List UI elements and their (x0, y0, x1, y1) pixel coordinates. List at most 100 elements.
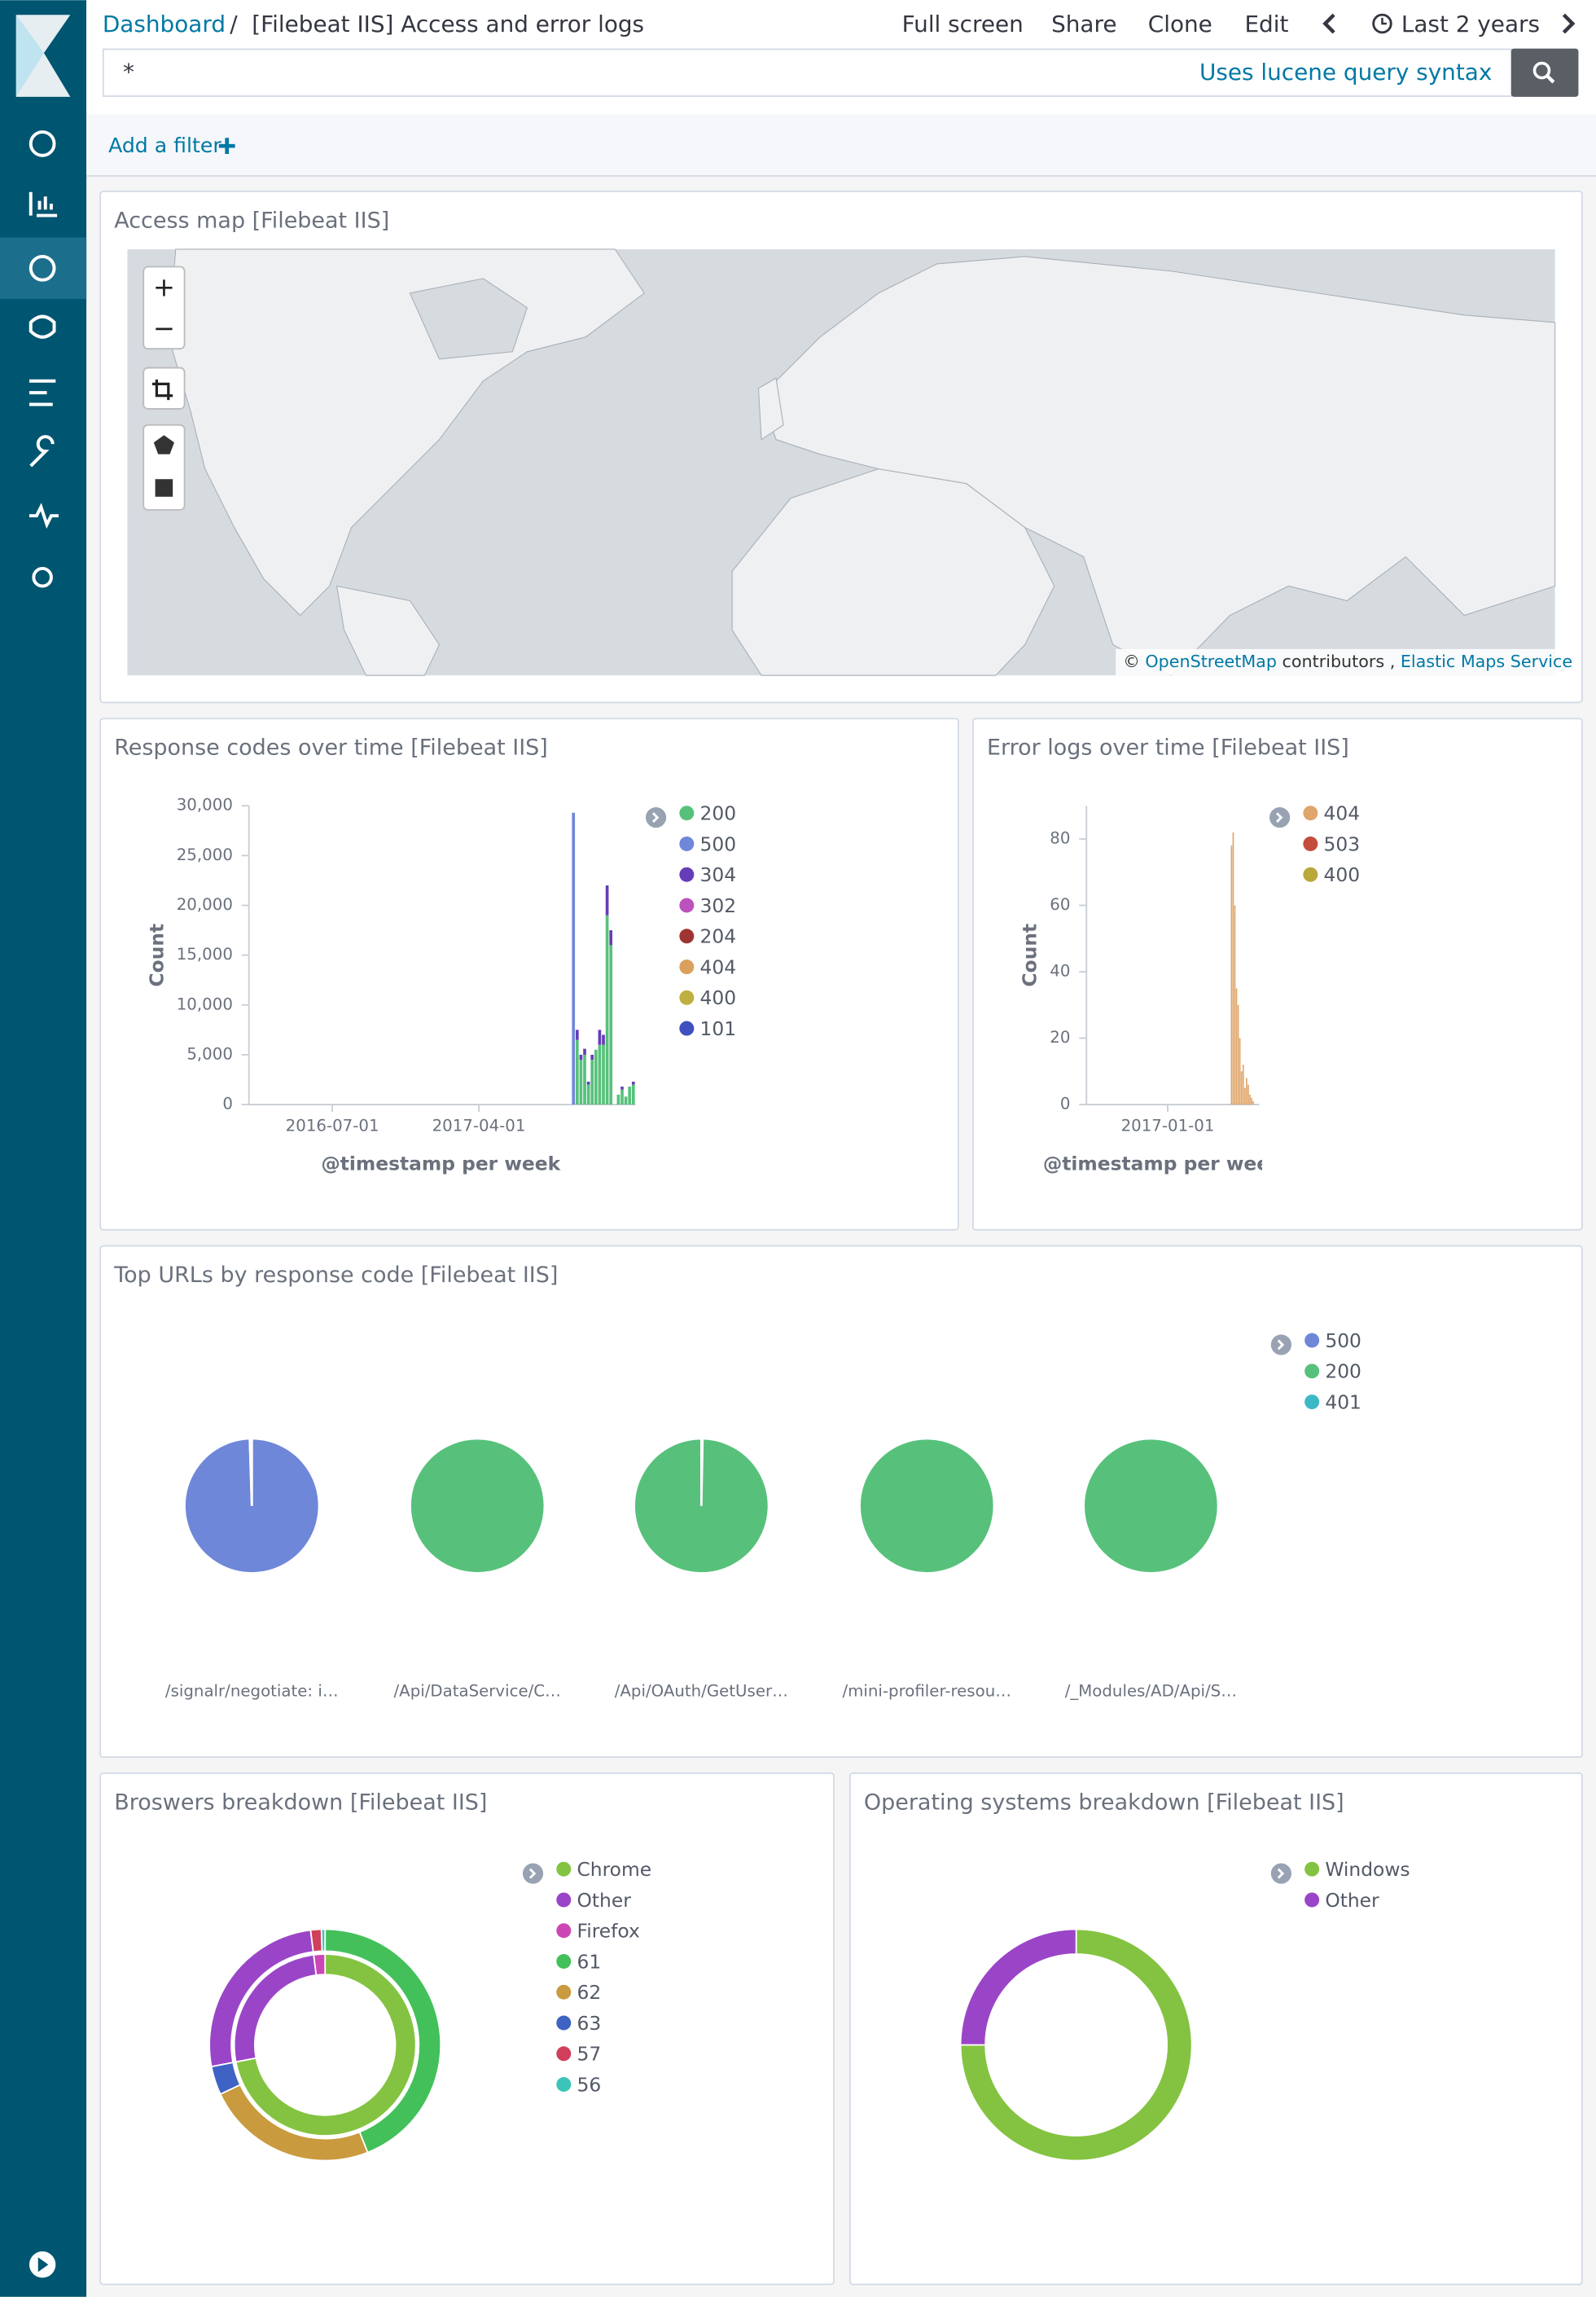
bar (586, 1081, 590, 1085)
add-filter-icon (218, 138, 235, 155)
bar (583, 1048, 586, 1055)
edit[interactable]: Edit (1244, 11, 1288, 37)
bar (628, 1087, 632, 1105)
query-input[interactable] (102, 48, 1513, 97)
slice (313, 1953, 327, 1976)
legend-swatch (679, 1021, 695, 1036)
nav-timelion[interactable] (28, 314, 56, 339)
share[interactable]: Share (1051, 11, 1116, 37)
legend-label[interactable]: 503 (1324, 832, 1361, 855)
panel-title: Response codes over time [Filebeat IIS] (114, 736, 548, 761)
legend-label[interactable]: 101 (700, 1017, 737, 1040)
slice (409, 1437, 546, 1575)
legend-swatch (556, 2077, 572, 2093)
panel-browsers (99, 1772, 835, 2286)
africa (731, 468, 1055, 676)
y-tick-label: 15,000 (177, 945, 233, 964)
legend-swatch (1303, 836, 1318, 851)
legend-label[interactable]: 302 (700, 894, 737, 917)
filter-bar (86, 114, 1596, 177)
fit-bounds[interactable] (142, 367, 186, 410)
breadcrumb-separator: / (230, 11, 238, 37)
legend-swatch (679, 990, 695, 1005)
legend-label[interactable]: 200 (700, 802, 737, 825)
osm-link[interactable]: OpenStreetMap (1145, 652, 1277, 671)
legend-label[interactable]: 61 (577, 1950, 601, 1973)
legend-label[interactable]: 404 (700, 955, 737, 978)
zoom-controls (142, 266, 186, 350)
nav-visualize[interactable] (28, 191, 58, 217)
breadcrumb[interactable]: Dashboard (103, 11, 226, 37)
y-tick-label: 20 (1050, 1028, 1070, 1047)
legend-label[interactable]: 63 (577, 2012, 601, 2035)
nav-monitoring[interactable] (28, 503, 59, 529)
y-tick-label: 60 (1050, 895, 1070, 914)
legend-label[interactable]: 401 (1325, 1390, 1361, 1413)
panel-title: Error logs over time [Filebeat IIS] (987, 736, 1349, 761)
legend-label[interactable]: Windows (1325, 1858, 1410, 1881)
bar (1230, 845, 1233, 1105)
legend-label[interactable]: 200 (1325, 1360, 1361, 1383)
full-screen[interactable]: Full screen (902, 11, 1024, 37)
time-next[interactable] (1562, 13, 1576, 34)
time-prev[interactable] (1322, 13, 1335, 34)
legend-swatch (556, 1892, 572, 1908)
legend-label[interactable]: 404 (1324, 802, 1361, 825)
sidebar (0, 0, 87, 2297)
legend-label[interactable]: Chrome (577, 1858, 651, 1881)
draw-polygon[interactable] (153, 435, 174, 455)
legend-swatch (1304, 1892, 1320, 1908)
legend-label[interactable]: 57 (577, 2043, 601, 2066)
nav-management[interactable] (32, 566, 53, 588)
nav-dashboard[interactable] (28, 254, 56, 282)
legend-swatch (1304, 1861, 1320, 1877)
bar (575, 1039, 579, 1105)
legend-label[interactable]: Firefox (577, 1920, 639, 1943)
time-range[interactable]: Last 2 years (1401, 11, 1540, 37)
bar (624, 1096, 628, 1105)
hudson-bay (409, 278, 528, 360)
nav-devtools[interactable] (29, 435, 55, 468)
legend-swatch (1304, 1333, 1320, 1348)
slice (248, 1437, 253, 1506)
legend-label[interactable]: Other (577, 1889, 631, 1912)
panel-title: Access map [Filebeat IIS] (114, 208, 389, 233)
ems-link[interactable]: Elastic Maps Service (1401, 652, 1572, 671)
panel-title: Broswers breakdown [Filebeat IIS] (114, 1790, 487, 1815)
eurasia (761, 256, 1556, 676)
legend-label[interactable]: 500 (1325, 1329, 1361, 1352)
search-button[interactable] (1510, 48, 1579, 97)
legend-label[interactable]: 56 (577, 2073, 601, 2096)
attribution: © OpenStreetMap contributors , Elastic M… (1123, 652, 1572, 671)
legend-label[interactable]: 400 (1324, 863, 1361, 886)
bar (575, 1030, 579, 1040)
x-tick-label: 2017-04-01 (432, 1117, 526, 1135)
draw-controls (142, 424, 186, 511)
bar (1239, 1038, 1241, 1105)
legend-label[interactable]: 204 (700, 925, 737, 948)
legend-label[interactable]: 62 (577, 1981, 601, 2004)
zoom-out[interactable]: − (153, 313, 175, 344)
legend-swatch (1304, 1364, 1320, 1379)
bar (583, 1054, 586, 1105)
legend-swatch (1303, 867, 1318, 882)
nav-apm[interactable] (28, 379, 56, 406)
zoom-in[interactable]: + (153, 271, 175, 302)
legend-label[interactable]: Other (1325, 1889, 1379, 1912)
draw-rectangle[interactable] (155, 479, 173, 497)
nav-discover[interactable] (28, 130, 56, 157)
clone[interactable]: Clone (1148, 11, 1212, 37)
legend-label[interactable]: 400 (700, 986, 737, 1009)
slice (959, 1928, 1193, 2162)
add-filter[interactable]: Add a filter (108, 134, 221, 157)
x-tick-label: 2016-07-01 (286, 1117, 379, 1135)
legend-label[interactable]: 304 (700, 863, 737, 886)
bar (609, 945, 613, 1105)
legend-swatch (679, 806, 695, 821)
legend-label[interactable]: 500 (700, 832, 737, 855)
query-syntax[interactable]: Uses lucene query syntax (1199, 59, 1492, 86)
bar (605, 915, 609, 1105)
bar (1235, 988, 1238, 1105)
bar (598, 1030, 602, 1045)
